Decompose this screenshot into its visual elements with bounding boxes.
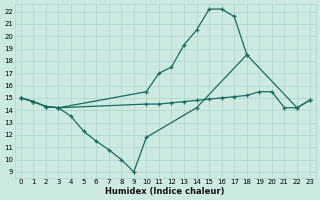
X-axis label: Humidex (Indice chaleur): Humidex (Indice chaleur) [106,187,225,196]
